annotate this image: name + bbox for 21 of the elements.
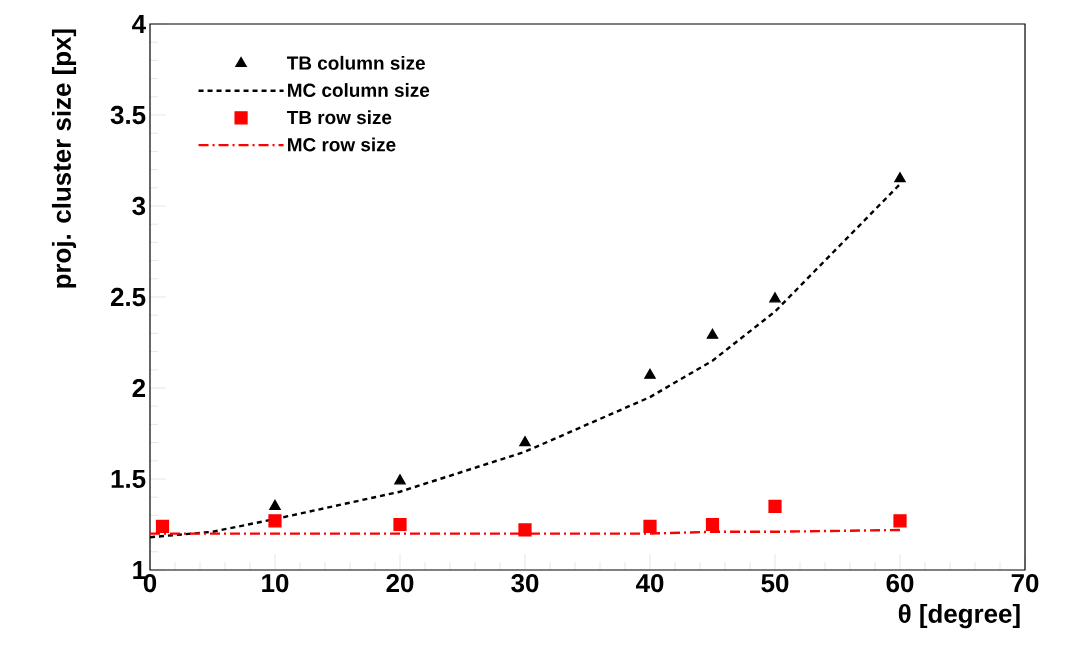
x-tick-label: 40 [635, 573, 664, 593]
y-tick-label: 2 [132, 378, 146, 398]
y-tick-label: 1.5 [111, 469, 146, 489]
y-tick-label: 2.5 [110, 287, 146, 307]
x-tick-label: 10 [262, 573, 289, 593]
legend-label: MC column size [288, 83, 430, 97]
y-tick-label: 1 [133, 561, 146, 579]
legend-label: TB row size [286, 110, 392, 125]
y-tick-label: 3.5 [110, 105, 146, 125]
x-axis-title: θ [degree] [898, 603, 1020, 629]
y-tick-label: 3 [132, 196, 146, 216]
x-tick-label: 70 [1011, 573, 1039, 593]
legend-label: MC row size [288, 137, 396, 152]
x-tick-label: 30 [511, 573, 539, 593]
y-axis-title: proj. cluster size [px] [51, 29, 77, 288]
x-tick-label: 50 [761, 573, 789, 593]
x-tick-label: 20 [386, 573, 414, 593]
y-tick-label: 4 [132, 15, 146, 33]
x-tick-label: 0 [143, 573, 157, 593]
legend-label: TB column size [286, 55, 425, 70]
x-tick-label: 60 [886, 573, 914, 593]
